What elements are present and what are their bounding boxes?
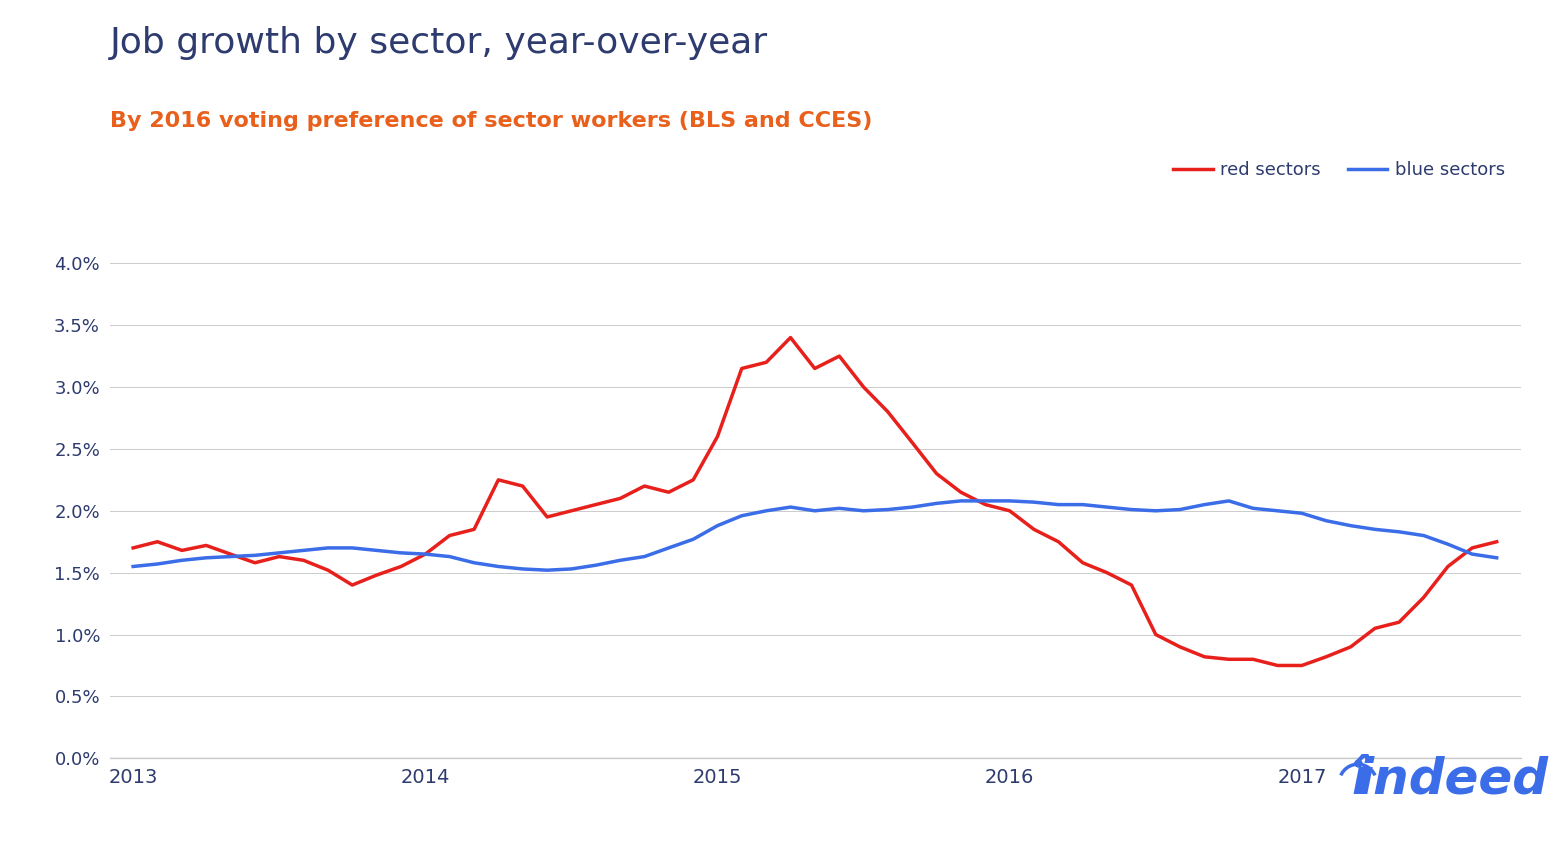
- red sectors: [489, 475, 508, 485]
- blue sectors: [1123, 504, 1142, 515]
- Line: blue sectors: blue sectors: [133, 501, 1497, 570]
- Text: î: î: [1352, 756, 1369, 803]
- blue sectors: [489, 561, 508, 572]
- blue sectors: [196, 553, 215, 563]
- blue sectors: [124, 561, 143, 572]
- Line: red sectors: red sectors: [133, 337, 1497, 665]
- red sectors: [1098, 567, 1116, 578]
- red sectors: [124, 543, 143, 553]
- red sectors: [709, 431, 728, 441]
- Text: indeed: indeed: [1356, 756, 1548, 803]
- red sectors: [781, 332, 800, 343]
- red sectors: [172, 545, 191, 556]
- red sectors: [1073, 558, 1091, 568]
- Legend: red sectors, blue sectors: red sectors, blue sectors: [1165, 154, 1512, 187]
- blue sectors: [172, 556, 191, 566]
- Text: Job growth by sector, year-over-year: Job growth by sector, year-over-year: [110, 26, 768, 60]
- Text: By 2016 voting preference of sector workers (BLS and CCES): By 2016 voting preference of sector work…: [110, 111, 872, 130]
- blue sectors: [952, 496, 971, 506]
- red sectors: [196, 540, 215, 550]
- blue sectors: [538, 565, 557, 575]
- blue sectors: [1488, 553, 1507, 563]
- red sectors: [1269, 660, 1287, 671]
- blue sectors: [1098, 502, 1116, 512]
- blue sectors: [732, 510, 751, 521]
- red sectors: [1488, 537, 1507, 547]
